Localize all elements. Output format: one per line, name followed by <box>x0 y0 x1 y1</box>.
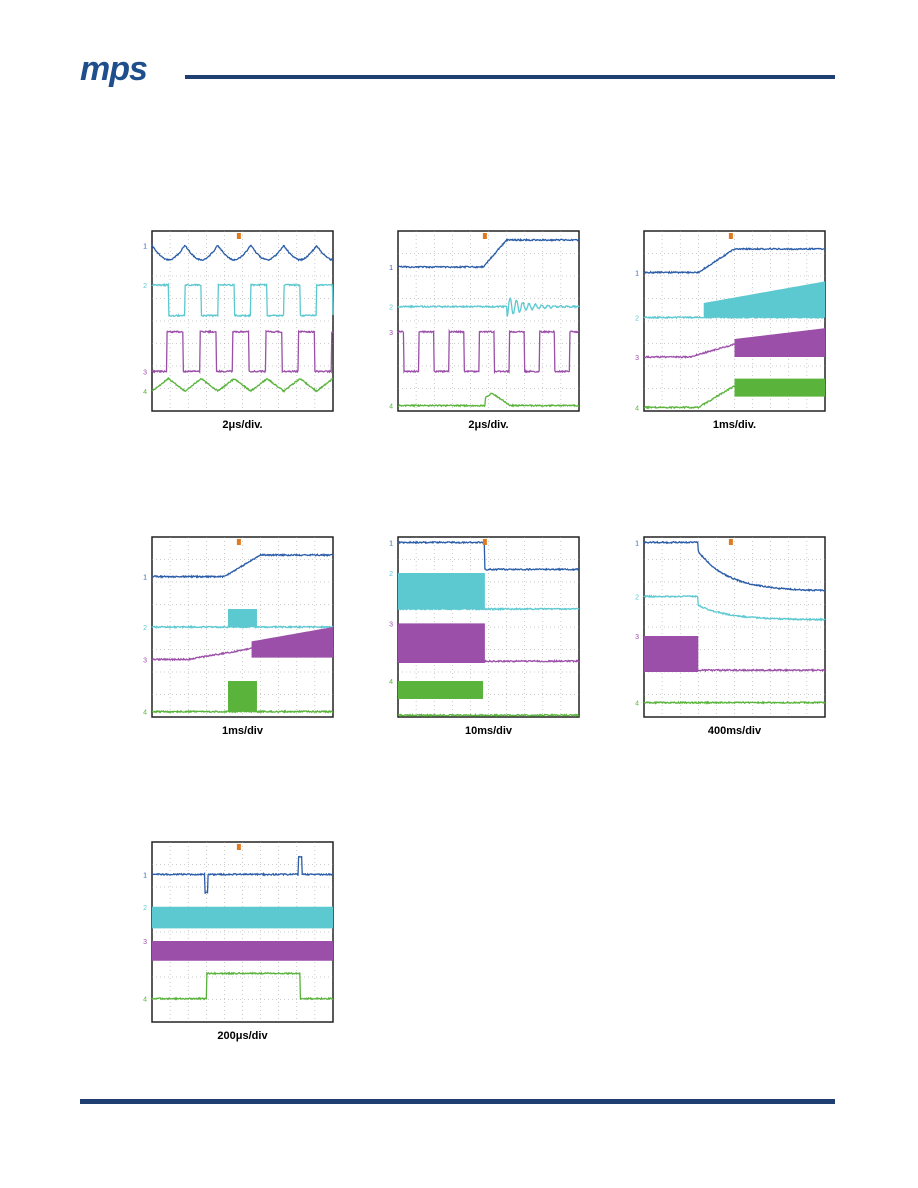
channel-marker: 4 <box>635 405 639 412</box>
scope: 1 2 3 4 10ms/div <box>389 537 579 737</box>
channel-marker: 1 <box>143 575 147 582</box>
logo: mps <box>80 50 147 88</box>
caption: 10ms/div <box>465 725 513 737</box>
scope: 1 2 3 4 1ms/div <box>143 537 333 737</box>
channel-marker: 3 <box>143 369 147 376</box>
channel-marker: 1 <box>635 540 639 547</box>
channel-marker: 2 <box>143 283 147 290</box>
channel-marker: 2 <box>143 625 147 632</box>
caption: 1ms/div. <box>713 419 756 431</box>
channel-marker: 1 <box>143 872 147 879</box>
channel-marker: 4 <box>143 997 147 1004</box>
trigger-marker <box>729 539 733 545</box>
caption: 1ms/div <box>222 725 264 737</box>
trigger-marker <box>237 844 241 850</box>
header-rule <box>185 75 835 79</box>
waveform-band <box>735 379 826 397</box>
trigger-marker <box>483 539 487 545</box>
channel-marker: 1 <box>635 270 639 277</box>
trigger-marker <box>237 539 241 545</box>
waveform-band <box>398 623 485 663</box>
caption: 2μs/div. <box>468 419 508 431</box>
channel-marker: 2 <box>389 305 393 312</box>
waveform-band <box>152 941 333 961</box>
footer-rule <box>80 1099 835 1104</box>
channel-marker: 3 <box>635 355 639 362</box>
channel-marker: 2 <box>143 905 147 912</box>
channel-marker: 3 <box>143 939 147 946</box>
channel-marker: 1 <box>143 243 147 250</box>
channel-marker: 4 <box>389 404 393 411</box>
trigger-marker <box>729 233 733 239</box>
channel-marker: 4 <box>143 389 147 396</box>
channel-marker: 4 <box>635 701 639 708</box>
waveform-band <box>152 907 333 929</box>
channel-marker: 3 <box>143 657 147 664</box>
channel-marker: 4 <box>143 710 147 717</box>
channel-marker: 1 <box>389 540 393 547</box>
caption: 400ms/div <box>708 725 762 737</box>
scope: 1 2 3 4 2μs/div. <box>389 231 579 431</box>
trigger-marker <box>483 233 487 239</box>
scope: 1 2 3 4 2μs/div. <box>143 231 333 431</box>
trigger-marker <box>237 233 241 239</box>
waveform <box>644 702 825 703</box>
caption: 200μs/div <box>217 1030 268 1042</box>
scope: 1 2 3 4 1ms/div. <box>635 231 825 431</box>
scope: 1 2 3 4 400ms/div <box>635 537 825 737</box>
channel-marker: 4 <box>389 679 393 686</box>
channel-marker: 2 <box>389 571 393 578</box>
channel-marker: 3 <box>389 621 393 628</box>
waveform-band <box>228 681 257 712</box>
channel-marker: 1 <box>389 265 393 272</box>
waveform-band <box>398 681 483 699</box>
channel-marker: 3 <box>635 634 639 641</box>
waveform-band <box>644 636 698 672</box>
scope: 1 2 3 4 200μs/div <box>143 842 333 1042</box>
waveform-band <box>228 609 257 627</box>
waveform-band <box>398 573 485 609</box>
channel-marker: 2 <box>635 315 639 322</box>
channel-marker: 3 <box>389 330 393 337</box>
channel-marker: 2 <box>635 594 639 601</box>
caption: 2μs/div. <box>222 419 262 431</box>
